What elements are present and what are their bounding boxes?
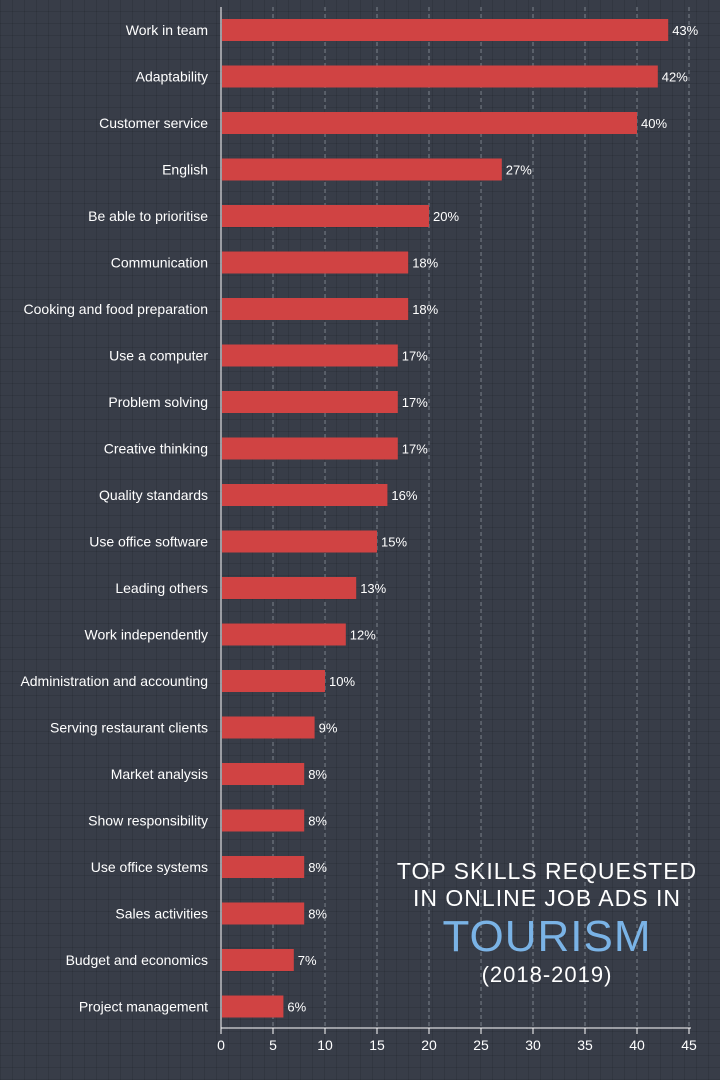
x-tick-label: 15 [369, 1037, 385, 1053]
value-label: 17% [402, 442, 428, 457]
category-label: Cooking and food preparation [24, 301, 208, 317]
category-label: Leading others [115, 580, 208, 596]
x-tick-label: 40 [629, 1037, 645, 1053]
bar [222, 484, 388, 506]
bars [222, 19, 669, 1018]
bar [222, 949, 294, 971]
value-label: 15% [381, 535, 407, 550]
bar [222, 65, 658, 88]
bar [222, 809, 305, 832]
category-label: Project management [79, 999, 208, 1015]
category-label: Market analysis [111, 766, 208, 782]
bar [222, 995, 284, 1018]
bar [222, 856, 305, 878]
value-label: 10% [329, 674, 355, 689]
bar [222, 205, 429, 227]
value-label: 13% [360, 581, 386, 596]
value-label: 7% [298, 953, 317, 968]
category-label: Work in team [126, 22, 208, 38]
category-label: Work independently [85, 627, 208, 643]
title-highlight: TOURISM [442, 912, 652, 961]
value-label: 16% [391, 488, 417, 503]
x-tick-label: 20 [421, 1037, 437, 1053]
value-label: 17% [402, 349, 428, 364]
category-label: English [162, 162, 208, 178]
x-tick-label: 0 [217, 1037, 225, 1053]
bar [222, 298, 409, 320]
x-tick-label: 30 [525, 1037, 541, 1053]
bar [222, 391, 398, 413]
title-years: (2018-2019) [481, 962, 613, 987]
value-label: 20% [433, 209, 459, 224]
axes: 0 5 10 15 20 25 30 35 40 45 [217, 7, 697, 1053]
value-label: 6% [287, 1000, 306, 1015]
value-label: 27% [506, 163, 532, 178]
category-label: Problem solving [108, 394, 208, 410]
category-label: Use office systems [91, 859, 208, 875]
bar [222, 670, 325, 692]
bar [222, 112, 637, 134]
category-label: Use office software [89, 534, 208, 550]
title-line-1: TOP SKILLS REQUESTED [396, 858, 698, 884]
bar [222, 530, 377, 553]
title-line-2: IN ONLINE JOB ADS IN [413, 885, 681, 911]
value-label: 17% [402, 395, 428, 410]
bar [222, 251, 409, 274]
x-tick-label: 10 [317, 1037, 333, 1053]
bar [222, 158, 502, 181]
bar [222, 902, 305, 925]
category-label: Budget and economics [66, 952, 208, 968]
bar [222, 19, 669, 41]
category-label: Customer service [99, 115, 208, 131]
value-label: 12% [350, 628, 376, 643]
value-label: 40% [641, 116, 667, 131]
bar [222, 577, 357, 599]
category-label: Adaptability [136, 69, 208, 85]
bar [222, 437, 398, 460]
value-label: 8% [308, 767, 327, 782]
value-label: 18% [412, 256, 438, 271]
value-label: 8% [308, 907, 327, 922]
value-label: 43% [672, 23, 698, 38]
category-label: Administration and accounting [20, 673, 208, 689]
value-label: 42% [662, 70, 688, 85]
category-label: Sales activities [115, 906, 208, 922]
bar [222, 763, 305, 785]
category-label: Creative thinking [104, 441, 208, 457]
category-label: Quality standards [99, 487, 208, 503]
bar [222, 623, 346, 646]
x-tick-label: 45 [681, 1037, 697, 1053]
value-label: 18% [412, 302, 438, 317]
category-label: Show responsibility [88, 813, 208, 829]
category-label: Be able to prioritise [88, 208, 208, 224]
category-label: Communication [111, 255, 208, 271]
value-label: 8% [308, 814, 327, 829]
x-tick-label: 25 [473, 1037, 489, 1053]
value-label: 9% [319, 721, 338, 736]
bar [222, 344, 398, 367]
category-label: Serving restaurant clients [50, 720, 208, 736]
labels: Work in team 43% Adaptability 42% Customer s… [20, 22, 698, 1015]
bar [222, 716, 315, 739]
x-tick-label: 35 [577, 1037, 593, 1053]
x-tick-label: 5 [269, 1037, 277, 1053]
category-label: Use a computer [109, 348, 208, 364]
value-label: 8% [308, 860, 327, 875]
chart-title: TOP SKILLS REQUESTED IN ONLINE JOB ADS I… [390, 858, 704, 988]
